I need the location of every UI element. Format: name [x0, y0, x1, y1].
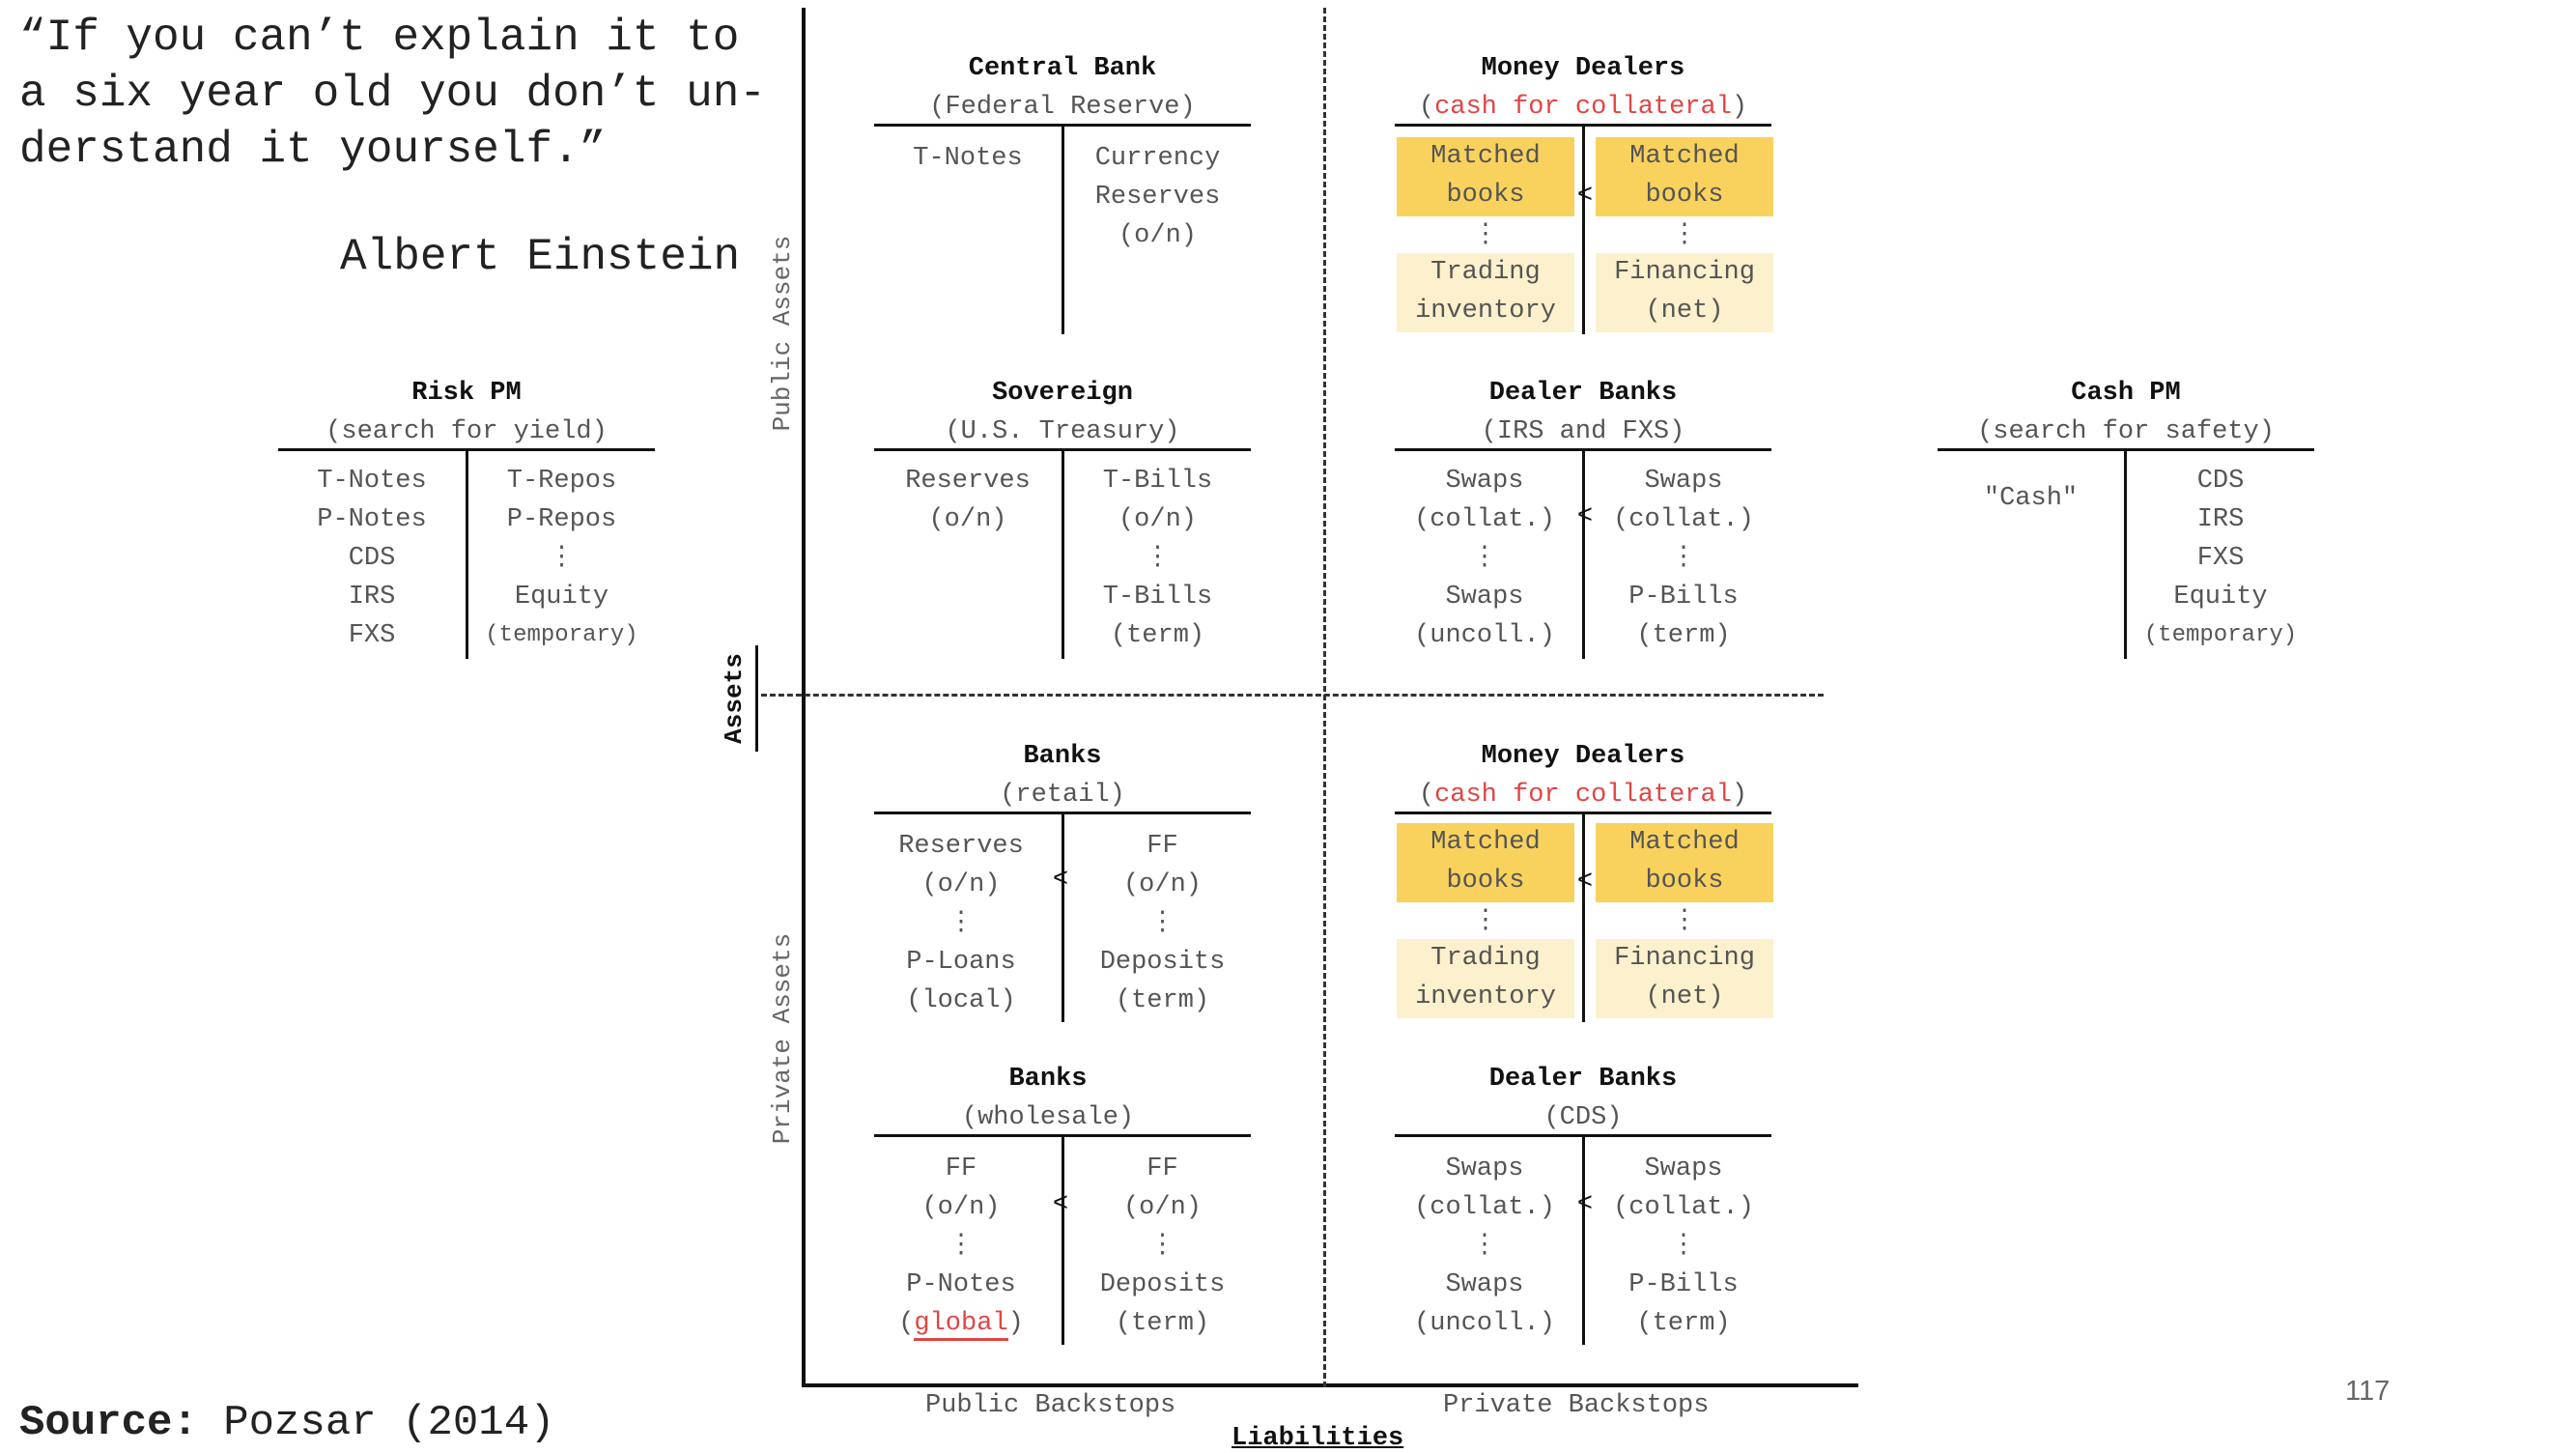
- matched-books-assets: Matched books: [1397, 823, 1574, 902]
- money-dealers-top-subtitle: (cash for collateral): [1418, 93, 1748, 122]
- banks-retail-title: Banks: [1023, 742, 1102, 771]
- sovereign-subtitle: (U.S. Treasury): [945, 417, 1180, 446]
- public-assets-label: Public Assets: [768, 235, 797, 432]
- source-citation: Source: Pozsar (2014): [19, 1399, 555, 1447]
- risk-pm-equity: Equity: [514, 583, 609, 612]
- central-bank-title: Central Bank: [968, 54, 1157, 83]
- cash-pm-cash: "Cash": [1983, 484, 2079, 513]
- assets-bar: [755, 645, 758, 752]
- p-notes-global: (global): [874, 1304, 1048, 1343]
- trading-inventory: Trading inventory: [1397, 939, 1574, 1018]
- banks-retail-subtitle: (retail): [1000, 781, 1125, 810]
- cash-pm-instruments: CDS IRS FXS Equity: [2173, 467, 2268, 612]
- cash-pm-title: Cash PM: [2071, 379, 2181, 408]
- horizontal-divider-dashed: [761, 694, 1824, 697]
- vertical-axis: [802, 8, 806, 1387]
- assets-label: Assets: [720, 653, 749, 744]
- dealer-banks-top-subtitle: (IRS and FXS): [1481, 417, 1685, 446]
- horizontal-axis: [802, 1383, 1858, 1387]
- private-assets-label: Private Assets: [768, 932, 797, 1145]
- risk-pm-assets: T-Notes P-Notes CDS IRS FXS: [317, 467, 427, 650]
- trading-inventory: Trading inventory: [1397, 253, 1574, 332]
- risk-pm-subtitle: (search for yield): [326, 417, 608, 446]
- private-backstops-label: Private Backstops: [1443, 1391, 1710, 1420]
- dealer-banks-bottom-subtitle: (CDS): [1543, 1103, 1623, 1132]
- quote-author: Albert Einstein: [340, 232, 741, 282]
- sovereign-title: Sovereign: [992, 379, 1133, 408]
- risk-pm-repos: T-Repos P-Repos: [506, 467, 617, 534]
- page-number: 117: [2345, 1376, 2391, 1407]
- banks-wholesale-subtitle: (wholesale): [961, 1103, 1135, 1132]
- matched-books-assets: Matched books: [1397, 137, 1574, 216]
- money-dealers-top-title: Money Dealers: [1481, 54, 1685, 83]
- vertical-divider-dashed: [1323, 8, 1326, 1387]
- public-backstops-label: Public Backstops: [925, 1391, 1176, 1420]
- central-bank-subtitle: (Federal Reserve): [929, 93, 1196, 122]
- dealer-banks-top-title: Dealer Banks: [1488, 379, 1678, 408]
- money-dealers-bottom-subtitle: (cash for collateral): [1418, 781, 1748, 810]
- dealer-banks-bottom-title: Dealer Banks: [1488, 1065, 1678, 1094]
- matched-books-liabilities: Matched books: [1596, 137, 1773, 216]
- liabilities-label: Liabilities: [1231, 1424, 1404, 1453]
- financing-net: Financing (net): [1596, 253, 1773, 332]
- financing-net: Financing (net): [1596, 939, 1773, 1018]
- matched-books-liabilities: Matched books: [1596, 823, 1773, 902]
- money-dealers-bottom-title: Money Dealers: [1481, 742, 1685, 771]
- cash-pm-subtitle: (search for safety): [1977, 417, 2275, 446]
- einstein-quote: “If you can’t explain it to a six year o…: [19, 13, 766, 175]
- banks-wholesale-title: Banks: [1008, 1065, 1088, 1094]
- risk-pm-title: Risk PM: [411, 379, 522, 408]
